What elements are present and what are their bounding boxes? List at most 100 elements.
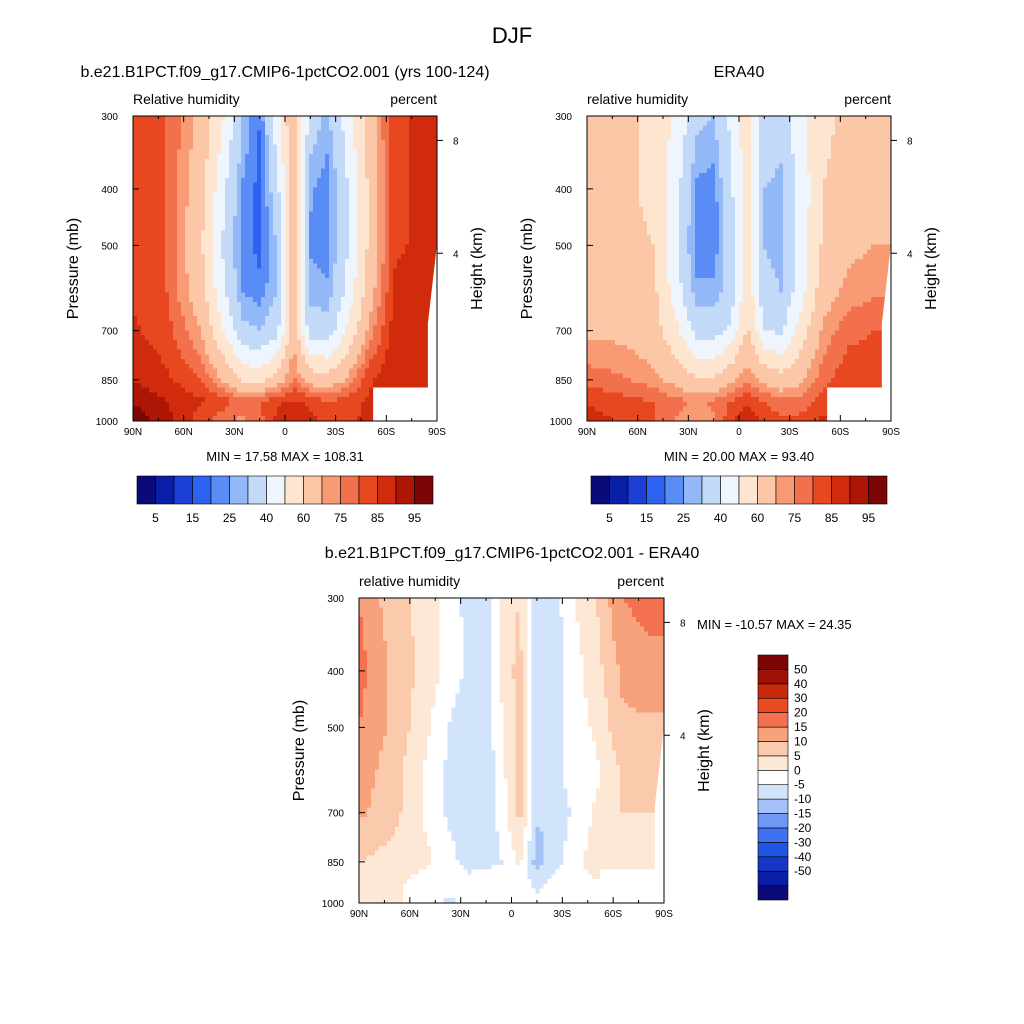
field-cell xyxy=(365,292,370,298)
field-cell xyxy=(205,177,210,184)
field-cell xyxy=(321,263,326,270)
field-cell xyxy=(329,225,334,231)
field-cell xyxy=(253,416,258,422)
field-cell xyxy=(161,225,166,231)
field-cell xyxy=(425,173,430,179)
field-cell xyxy=(281,320,286,327)
field-cell xyxy=(357,397,362,403)
field-cell xyxy=(393,287,398,293)
field-cell xyxy=(301,392,306,398)
field-cell xyxy=(381,135,386,141)
field-cell xyxy=(297,220,302,227)
field-cell xyxy=(221,406,226,413)
field-cell xyxy=(173,416,178,422)
field-cell xyxy=(241,239,246,246)
field-cell xyxy=(137,239,142,246)
field-cell xyxy=(337,287,342,293)
field-cell xyxy=(213,406,218,413)
field-cell xyxy=(133,282,138,289)
field-cell xyxy=(397,268,402,274)
field-cell xyxy=(289,216,294,222)
field-cell xyxy=(145,330,150,336)
field-cell xyxy=(173,382,178,389)
field-cell xyxy=(201,163,206,170)
field-cell xyxy=(285,320,290,327)
field-cell xyxy=(265,330,270,336)
field-cell xyxy=(165,249,170,255)
field-cell xyxy=(249,197,254,203)
field-cell xyxy=(145,135,150,141)
field-cell xyxy=(309,306,314,312)
field-cell xyxy=(209,344,214,351)
field-cell xyxy=(393,292,398,298)
field-cell xyxy=(385,359,390,365)
field-cell xyxy=(389,201,394,208)
field-cell xyxy=(197,201,202,208)
field-cell xyxy=(157,120,162,127)
field-cell xyxy=(401,216,406,222)
field-cell xyxy=(161,135,166,141)
field-cell xyxy=(253,401,258,408)
field-cell xyxy=(301,139,306,146)
field-cell xyxy=(205,287,210,293)
field-cell xyxy=(289,397,294,403)
field-cell xyxy=(381,363,386,370)
panel-title: ERA40 xyxy=(714,64,765,81)
field-cell xyxy=(197,216,202,222)
field-cell xyxy=(241,411,246,417)
field-cell xyxy=(317,163,322,170)
field-cell xyxy=(317,235,322,241)
field-cell xyxy=(201,192,206,198)
field-cell xyxy=(253,120,258,127)
field-cell xyxy=(281,401,286,408)
field-cell xyxy=(297,287,302,293)
field-cell xyxy=(169,177,174,184)
colorbar-box xyxy=(155,475,175,505)
field-cell xyxy=(309,116,314,122)
field-cell xyxy=(165,287,170,293)
field-cell xyxy=(277,316,282,322)
field-cell xyxy=(161,239,166,246)
field-cell xyxy=(353,154,358,160)
field-cell xyxy=(417,268,422,274)
field-cell xyxy=(173,230,178,236)
field-cell xyxy=(377,125,382,131)
field-cell xyxy=(393,235,398,241)
field-cell xyxy=(345,335,350,341)
field-cell xyxy=(425,301,430,308)
field-cell xyxy=(317,325,322,332)
field-cell xyxy=(217,163,222,170)
field-cell xyxy=(133,216,138,222)
field-cell xyxy=(281,273,286,279)
field-cell xyxy=(425,201,430,208)
field-cell xyxy=(369,130,374,136)
field-cell xyxy=(153,311,158,317)
field-cell xyxy=(337,125,342,131)
field-cell xyxy=(381,197,386,203)
field-cell xyxy=(193,158,198,165)
field-cell xyxy=(141,292,146,298)
field-cell xyxy=(177,311,182,317)
field-cell xyxy=(369,230,374,236)
field-cell xyxy=(293,192,298,198)
field-cell xyxy=(393,363,398,370)
field-cell xyxy=(389,378,394,384)
field-cell xyxy=(209,401,214,408)
field-cell xyxy=(253,163,258,170)
field-cell xyxy=(269,192,274,198)
field-cell xyxy=(253,173,258,179)
field-cell xyxy=(273,216,278,222)
field-cell xyxy=(149,344,154,351)
field-cell xyxy=(417,158,422,165)
field-cell xyxy=(421,230,426,236)
field-cell xyxy=(321,201,326,208)
field-cell xyxy=(221,163,226,170)
field-cell xyxy=(361,273,366,279)
field-cell xyxy=(261,387,266,394)
field-cell xyxy=(173,359,178,365)
field-cell xyxy=(405,244,410,251)
field-cell xyxy=(217,339,222,346)
field-cell xyxy=(153,263,158,270)
field-cell xyxy=(373,339,378,346)
field-cell xyxy=(269,344,274,351)
